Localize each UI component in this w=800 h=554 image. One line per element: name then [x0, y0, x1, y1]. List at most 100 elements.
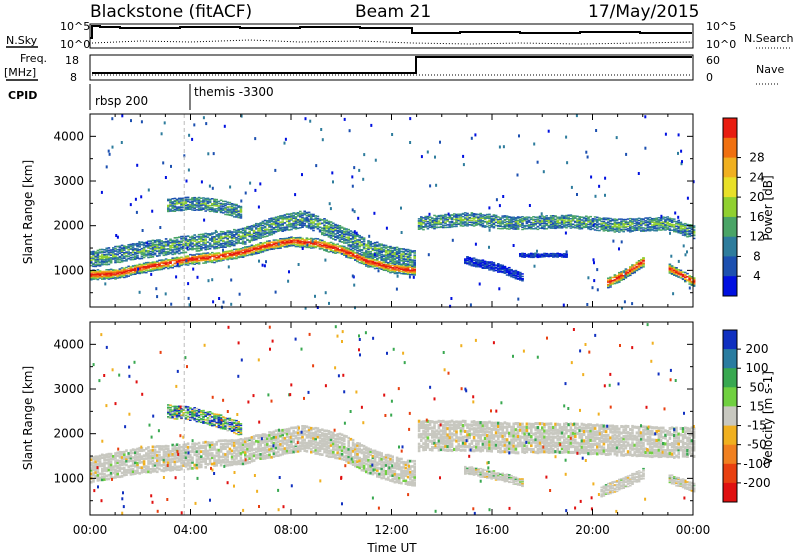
- data-cell: [472, 259, 476, 261]
- data-cell: [211, 232, 214, 235]
- data-cell: [237, 205, 240, 207]
- data-cell: [294, 245, 298, 248]
- data-cell: [268, 229, 271, 231]
- data-cell: [437, 223, 441, 225]
- data-cell: [299, 222, 302, 225]
- data-cell: [395, 265, 399, 267]
- speckle-cell: [434, 155, 436, 159]
- data-cell: [239, 256, 243, 258]
- data-cell: [323, 242, 326, 244]
- data-cell: [334, 246, 337, 248]
- data-cell: [226, 245, 229, 247]
- data-cell: [461, 221, 465, 223]
- speckle-cell: [254, 188, 257, 192]
- speckle-cell: [185, 179, 188, 183]
- data-cell: [134, 267, 137, 270]
- data-cell: [334, 249, 337, 251]
- data-cell: [173, 257, 177, 259]
- data-cell: [186, 239, 190, 241]
- data-cell: [200, 247, 203, 250]
- data-cell: [340, 226, 344, 229]
- data-cell: [466, 219, 469, 222]
- data-cell: [149, 250, 152, 253]
- data-cell: [411, 250, 414, 252]
- data-cell: [431, 223, 434, 226]
- data-cell: [307, 211, 311, 214]
- data-cell: [558, 216, 562, 218]
- data-cell: [457, 216, 460, 218]
- speckle-cell: [196, 275, 199, 279]
- data-cell: [270, 241, 273, 243]
- data-cell: [200, 207, 203, 209]
- data-cell: [200, 237, 203, 240]
- data-cell: [574, 224, 577, 226]
- data-cell: [290, 236, 293, 238]
- data-cell: [470, 259, 474, 262]
- data-cell: [162, 246, 166, 249]
- data-cell: [178, 199, 181, 201]
- data-cell: [486, 221, 489, 224]
- data-cell: [318, 241, 322, 244]
- data-cell: [398, 271, 401, 274]
- data-cell: [332, 227, 335, 229]
- data-cell: [497, 264, 500, 266]
- data-cell: [541, 217, 544, 219]
- data-cell: [288, 236, 291, 239]
- data-cell: [195, 202, 199, 205]
- data-cell: [398, 258, 401, 260]
- data-cell: [598, 223, 601, 225]
- data-cell: [103, 275, 106, 278]
- data-cell: [349, 239, 353, 241]
- data-cell: [255, 235, 258, 238]
- data-cell: [94, 271, 97, 273]
- data-cell: [571, 218, 575, 220]
- data-cell: [290, 240, 293, 242]
- data-cell: [145, 261, 148, 264]
- data-cell: [684, 229, 687, 231]
- data-cell: [184, 204, 188, 206]
- data-cell: [151, 265, 155, 268]
- data-cell: [206, 198, 210, 201]
- data-cell: [593, 220, 597, 222]
- data-cell: [365, 263, 368, 266]
- data-cell: [261, 232, 265, 234]
- data-cell: [556, 216, 559, 218]
- data-cell: [477, 219, 480, 221]
- data-cell: [420, 220, 423, 222]
- data-cell: [615, 226, 619, 228]
- data-cell: [138, 251, 141, 254]
- data-cell: [464, 217, 467, 219]
- data-cell: [563, 224, 566, 226]
- data-cell: [563, 221, 566, 224]
- speckle-cell: [618, 247, 620, 251]
- data-cell: [422, 219, 425, 222]
- speckle-cell: [451, 238, 454, 242]
- data-cell: [554, 253, 557, 255]
- data-cell: [162, 245, 166, 248]
- data-cell: [197, 238, 201, 240]
- data-cell: [662, 227, 665, 229]
- data-cell: [105, 247, 108, 250]
- data-cell: [490, 217, 493, 220]
- data-cell: [263, 246, 267, 249]
- data-cell: [204, 200, 207, 202]
- data-cell: [261, 251, 265, 253]
- data-cell: [270, 226, 273, 228]
- data-cell: [690, 284, 694, 286]
- data-cell: [560, 223, 564, 226]
- speckle-cell: [498, 145, 501, 149]
- speckle-cell: [146, 241, 149, 245]
- data-cell: [365, 259, 368, 262]
- data-cell: [626, 218, 630, 220]
- data-cell: [162, 267, 166, 270]
- data-cell: [250, 249, 254, 251]
- speckle-cell: [363, 153, 366, 157]
- data-cell: [653, 229, 656, 232]
- data-cell: [593, 222, 597, 225]
- data-cell: [173, 203, 177, 206]
- data-cell: [129, 243, 133, 246]
- data-cell: [162, 250, 166, 252]
- speckle-cell: [294, 193, 297, 197]
- data-cell: [125, 255, 128, 257]
- data-cell: [486, 213, 489, 216]
